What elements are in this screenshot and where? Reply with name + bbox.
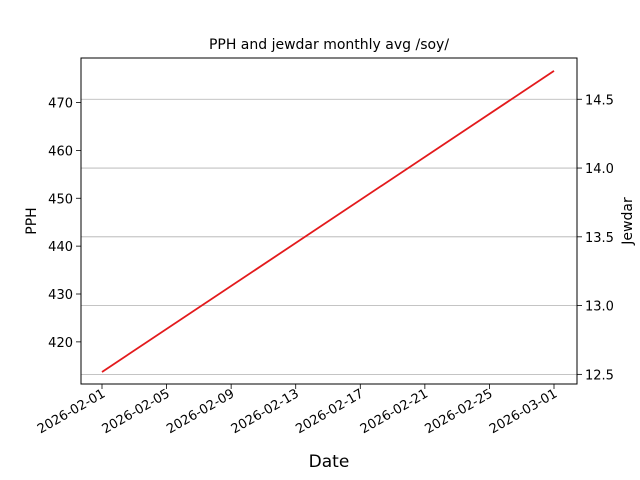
y-right-axis-title: Jewdar — [620, 197, 636, 246]
y-left-axis-title: PPH — [24, 207, 40, 234]
series-layer — [101, 70, 555, 373]
x-tick-label: 2026-02-17 — [293, 386, 366, 437]
y-right-tick-label: 13.0 — [585, 300, 614, 315]
y-left-tick-label: 450 — [48, 192, 73, 207]
y-left-tick-label: 420 — [48, 336, 73, 351]
y-right-axis-ticks: 12.5 13.0 13.5 14.0 14.5 — [577, 93, 614, 383]
y-left-tick-label: 430 — [48, 288, 73, 303]
y-right-tick-label: 12.5 — [585, 368, 614, 383]
x-tick-label: 2026-02-25 — [422, 386, 495, 437]
y-left-tick-label: 440 — [48, 240, 73, 255]
x-tick-label: 2026-02-13 — [229, 386, 302, 437]
x-axis-ticks: 2026-02-012026-02-052026-02-092026-02-13… — [35, 384, 560, 437]
y-right-tick-label: 13.5 — [585, 231, 614, 246]
y-left-axis-ticks: 420 430 440 450 460 470 — [48, 97, 81, 351]
x-tick-label: 2026-02-09 — [164, 386, 237, 437]
grid-lines — [81, 98, 577, 375]
series-line — [101, 70, 555, 373]
x-tick-label: 2026-02-01 — [35, 386, 108, 437]
x-axis-title: Date — [309, 452, 350, 472]
x-tick-label: 2026-03-01 — [487, 386, 560, 437]
x-tick-label: 2026-02-05 — [100, 386, 173, 437]
y-right-tick-label: 14.5 — [585, 93, 614, 108]
x-tick-label: 2026-02-21 — [358, 386, 431, 437]
y-left-tick-label: 470 — [48, 97, 73, 112]
y-right-tick-label: 14.0 — [585, 162, 614, 177]
plot-frame — [80, 57, 578, 385]
y-left-tick-label: 460 — [48, 144, 73, 159]
chart-title: PPH and jewdar monthly avg /soy/ — [209, 37, 449, 53]
